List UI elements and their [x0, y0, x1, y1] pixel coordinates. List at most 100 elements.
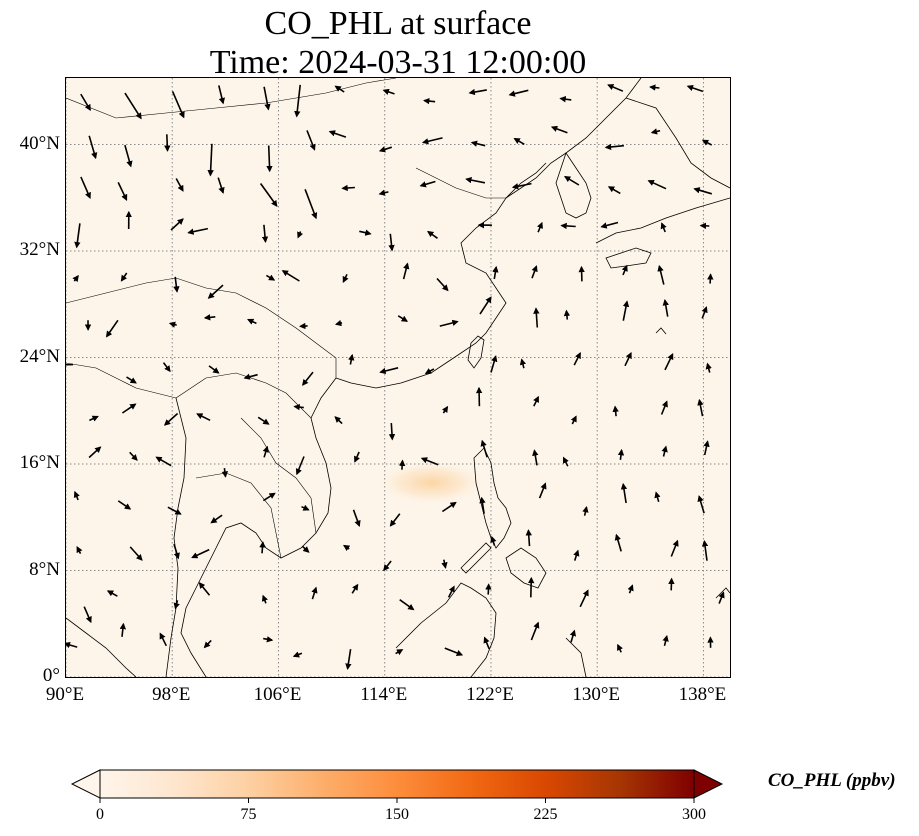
- wind-arrow: [560, 222, 576, 230]
- colorbar-tick-label: 225: [533, 806, 558, 823]
- wind-arrow: [533, 307, 540, 328]
- wind-arrow: [378, 146, 393, 153]
- wind-arrow: [582, 505, 589, 516]
- wind-arrow: [389, 513, 401, 527]
- wind-arrow: [693, 187, 713, 195]
- wind-arrow: [465, 176, 486, 184]
- wind-arrow: [171, 91, 185, 119]
- latitude-tick-label: 0°: [42, 665, 60, 686]
- wind-arrow: [527, 576, 535, 598]
- wind-arrow: [612, 405, 619, 417]
- wind-arrow: [662, 299, 669, 317]
- wind-arrow: [654, 491, 661, 503]
- wind-arrow: [569, 629, 577, 643]
- wind-arrow: [257, 416, 270, 425]
- wind-arrow: [388, 233, 395, 252]
- wind-arrow: [382, 88, 395, 95]
- longitude-tick-label: 98°E: [152, 684, 191, 705]
- wind-arrow: [162, 362, 171, 373]
- colorbar-label: CO_PHL (ppbv): [768, 770, 896, 791]
- wind-arrow: [419, 180, 436, 188]
- wind-arrow: [304, 189, 318, 220]
- wind-arrow: [530, 621, 540, 641]
- wind-arrow: [604, 143, 624, 151]
- wind-arrow: [703, 440, 710, 456]
- wind-arrow: [262, 492, 276, 502]
- wind-arrow: [607, 186, 621, 195]
- wind-arrow: [117, 500, 132, 510]
- map-canvas: [66, 78, 730, 677]
- wind-arrow: [261, 594, 268, 604]
- wind-arrow: [88, 446, 102, 459]
- colorbar: [70, 769, 724, 803]
- wind-arrow: [627, 584, 634, 594]
- wind-arrow: [562, 456, 569, 467]
- wind-arrow: [468, 88, 487, 96]
- wind-arrow: [259, 541, 266, 554]
- wind-arrow: [328, 130, 347, 138]
- wind-arrow: [470, 140, 486, 147]
- wind-arrow: [243, 373, 258, 380]
- wind-arrow: [661, 445, 668, 457]
- wind-arrow: [532, 449, 539, 466]
- wind-arrow: [159, 632, 168, 647]
- wind-arrow: [617, 448, 625, 460]
- wind-arrow: [533, 395, 540, 407]
- wind-arrow: [485, 583, 492, 595]
- wind-arrow: [441, 501, 457, 513]
- wind-arrow: [697, 495, 705, 514]
- wind-arrow: [302, 371, 314, 386]
- wind-arrow: [480, 439, 488, 458]
- wind-arrow: [395, 649, 404, 656]
- wind-arrow: [191, 548, 210, 559]
- wind-arrow: [624, 351, 632, 367]
- wind-arrow: [697, 398, 704, 417]
- wind-arrow: [559, 95, 572, 103]
- wind-arrow: [334, 416, 343, 425]
- wind-arrow: [670, 539, 679, 557]
- wind-arrow: [579, 589, 589, 608]
- wind-arrow: [424, 368, 435, 375]
- wind-arrow: [397, 315, 408, 322]
- latitude-tick-label: 40°N: [19, 132, 60, 154]
- wind-arrow: [341, 184, 355, 192]
- wind-arrow: [563, 309, 571, 320]
- wind-arrow: [483, 636, 490, 650]
- wind-arrow: [301, 545, 310, 553]
- wind-arrow: [420, 457, 439, 466]
- wind-arrow: [80, 93, 91, 112]
- wind-arrow: [263, 636, 274, 643]
- wind-arrow: [490, 535, 497, 546]
- longitude-tick-label: 130°E: [572, 684, 621, 705]
- wind-arrow: [334, 85, 345, 93]
- wind-arrow: [261, 224, 269, 243]
- wind-arrow: [647, 180, 667, 190]
- wind-arrow: [129, 451, 138, 461]
- wind-arrow: [479, 296, 492, 315]
- wind-arrow: [427, 230, 438, 239]
- wind-arrow: [72, 274, 79, 283]
- wind-arrow: [525, 529, 532, 547]
- wind-arrow: [490, 355, 498, 373]
- wind-arrow: [173, 276, 180, 293]
- map-title: CO_PHL at surface Time: 2024-03-31 12:00…: [65, 4, 731, 82]
- wind-arrow: [207, 143, 214, 177]
- wind-arrow: [120, 272, 128, 282]
- wind-arrow: [660, 222, 667, 233]
- wind-arrow: [614, 533, 622, 552]
- wind-arrow: [573, 549, 580, 561]
- wind-arrow: [121, 403, 137, 414]
- wind-arrow: [262, 445, 269, 458]
- colorbar-tick-label: 150: [385, 806, 409, 823]
- wind-arrow: [294, 84, 301, 118]
- wind-arrow: [378, 189, 389, 196]
- wind-arrow: [701, 306, 708, 319]
- wind-arrow: [76, 545, 83, 554]
- wind-arrow: [164, 134, 171, 152]
- wind-arrow: [170, 218, 184, 231]
- wind-arrow: [701, 139, 713, 146]
- wind-arrow: [74, 223, 81, 249]
- colorbar-tick-label: 0: [96, 806, 104, 823]
- title-line-1: CO_PHL at surface: [264, 5, 532, 42]
- map-panel[interactable]: [65, 77, 731, 678]
